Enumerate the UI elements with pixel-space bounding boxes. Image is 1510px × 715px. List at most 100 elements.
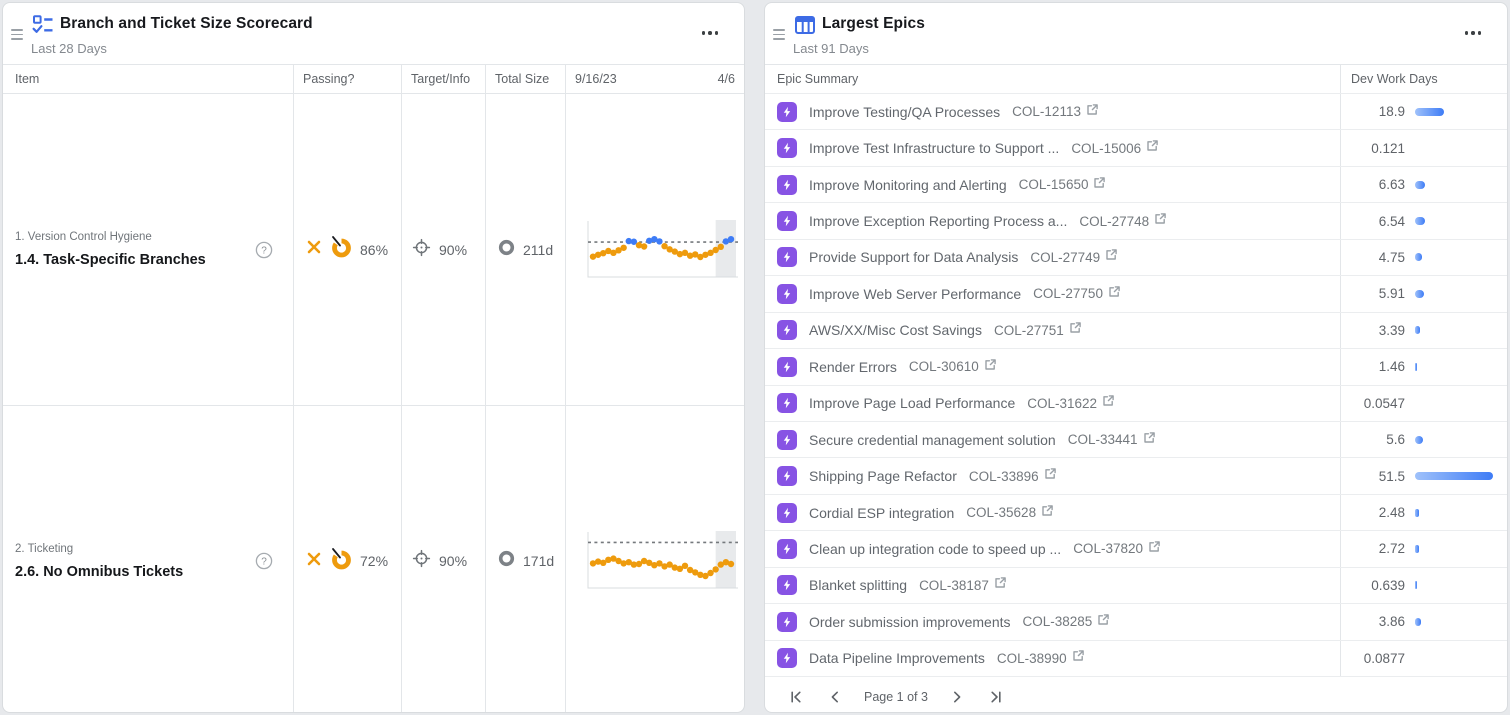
epic-ticket-link[interactable]: COL-31622 bbox=[1027, 394, 1115, 412]
lightning-bolt-icon bbox=[777, 320, 797, 341]
external-link-icon bbox=[994, 576, 1007, 594]
epic-value-bar bbox=[1415, 544, 1420, 553]
passing-cell: 72% bbox=[294, 406, 402, 712]
external-link-icon bbox=[1143, 431, 1156, 449]
epic-summary-text: Order submission improvements bbox=[809, 613, 1011, 630]
epic-value-bar bbox=[1415, 581, 1417, 590]
epic-value-cell: 0.121 bbox=[1340, 130, 1507, 166]
external-link-icon bbox=[984, 358, 997, 376]
epic-dev-work-days: 1.46 bbox=[1378, 359, 1405, 375]
epic-ticket-link[interactable]: COL-37820 bbox=[1073, 540, 1161, 558]
table-row: AWS/XX/Misc Cost Savings COL-27751 3.39 bbox=[765, 312, 1507, 350]
drag-handle-icon[interactable] bbox=[773, 29, 785, 43]
epic-value-cell: 3.39 bbox=[1340, 312, 1507, 349]
scorecard-overflow-menu-icon[interactable] bbox=[698, 27, 723, 39]
epic-value-cell: 1.46 bbox=[1340, 349, 1507, 385]
item-cell: 1. Version Control Hygiene 1.4. Task-Spe… bbox=[3, 94, 294, 405]
trend-chart-cell bbox=[566, 406, 744, 712]
epics-overflow-menu-icon[interactable] bbox=[1461, 27, 1486, 39]
epic-value-cell: 2.72 bbox=[1340, 531, 1507, 567]
epic-summary-text: Improve Test Infrastructure to Support .… bbox=[809, 140, 1060, 157]
epic-ticket-link[interactable]: COL-27751 bbox=[994, 321, 1082, 339]
trend-sparkline-chart bbox=[587, 531, 738, 589]
table-row: Improve Monitoring and Alerting COL-1565… bbox=[765, 166, 1507, 204]
column-header-total-size: Total Size bbox=[486, 65, 566, 93]
epic-ticket-key: COL-27751 bbox=[993, 322, 1064, 338]
lightning-bolt-icon bbox=[777, 138, 797, 159]
epic-dev-work-days: 6.63 bbox=[1378, 177, 1405, 193]
epic-dev-work-days: 18.9 bbox=[1378, 104, 1405, 120]
scorecard-subtitle: Last 28 Days bbox=[31, 41, 107, 56]
table-row: Improve Page Load Performance COL-31622 … bbox=[765, 385, 1507, 422]
epic-summary-text: Provide Support for Data Analysis bbox=[809, 249, 1019, 266]
ring-icon bbox=[497, 549, 516, 573]
epic-ticket-key: COL-27748 bbox=[1079, 213, 1150, 229]
lightning-bolt-icon bbox=[777, 538, 797, 559]
epic-value-cell: 0.639 bbox=[1340, 567, 1507, 604]
external-link-icon bbox=[1102, 394, 1115, 412]
epic-value-bar bbox=[1415, 253, 1423, 262]
drag-handle-icon[interactable] bbox=[11, 29, 23, 43]
epic-ticket-key: COL-15650 bbox=[1018, 177, 1089, 193]
epic-summary-cell: Blanket splitting COL-38187 bbox=[765, 568, 1340, 603]
lightning-bolt-icon bbox=[777, 575, 797, 596]
epic-summary-text: Data Pipeline Improvements bbox=[809, 650, 985, 667]
epic-ticket-key: COL-38187 bbox=[919, 577, 989, 593]
epic-dev-work-days: 2.72 bbox=[1378, 541, 1405, 557]
epic-summary-cell: Improve Testing/QA Processes COL-12113 bbox=[765, 94, 1340, 129]
external-link-icon bbox=[1146, 139, 1159, 157]
table-row: Improve Web Server Performance COL-27750… bbox=[765, 276, 1507, 313]
epic-ticket-link[interactable]: COL-15006 bbox=[1071, 139, 1159, 157]
epic-value-cell: 6.54 bbox=[1340, 203, 1507, 239]
epic-ticket-link[interactable]: COL-30610 bbox=[909, 358, 997, 376]
epic-value-bar-track bbox=[1415, 362, 1493, 371]
scorecard-header: Branch and Ticket Size Scorecard Last 28… bbox=[3, 3, 744, 64]
crosshair-target-icon bbox=[412, 238, 431, 262]
epic-value-cell: 18.9 bbox=[1340, 94, 1507, 130]
scorecard-table-header: Item Passing? Target/Info Total Size 9/1… bbox=[3, 65, 744, 94]
question-circle-icon[interactable]: ? bbox=[255, 552, 273, 575]
epic-ticket-key: COL-12113 bbox=[1012, 104, 1081, 120]
epic-summary-cell: Improve Page Load Performance COL-31622 bbox=[765, 386, 1340, 421]
epic-ticket-link[interactable]: COL-38285 bbox=[1023, 613, 1111, 631]
epic-ticket-link[interactable]: COL-35628 bbox=[966, 504, 1054, 522]
table-row: Data Pipeline Improvements COL-38990 0.0… bbox=[765, 640, 1507, 677]
epic-value-bar-track bbox=[1415, 253, 1493, 262]
passing-percent: 86% bbox=[360, 241, 389, 258]
external-link-icon bbox=[1108, 285, 1121, 303]
epic-summary-text: Improve Monitoring and Alerting bbox=[809, 176, 1007, 193]
epic-ticket-link[interactable]: COL-38187 bbox=[919, 576, 1007, 594]
trend-start-date: 9/16/23 bbox=[575, 72, 617, 86]
largest-epics-card: Largest Epics Last 91 Days Epic Summary … bbox=[764, 2, 1508, 713]
epic-dev-work-days: 2.48 bbox=[1378, 505, 1405, 521]
epic-ticket-link[interactable]: COL-27748 bbox=[1079, 212, 1167, 230]
epic-ticket-link[interactable]: COL-12113 bbox=[1012, 103, 1099, 121]
epic-summary-text: Blanket splitting bbox=[809, 577, 908, 594]
epic-value-bar bbox=[1415, 217, 1425, 226]
previous-page-icon[interactable] bbox=[820, 683, 850, 711]
epics-table-body: Improve Testing/QA Processes COL-12113 1… bbox=[765, 94, 1507, 677]
epic-ticket-link[interactable]: COL-38990 bbox=[997, 649, 1085, 667]
epic-ticket-key: COL-27750 bbox=[1033, 286, 1103, 302]
table-row: Cordial ESP integration COL-35628 2.48 bbox=[765, 494, 1507, 532]
epic-ticket-link[interactable]: COL-33896 bbox=[969, 467, 1057, 485]
last-page-icon[interactable] bbox=[981, 683, 1011, 711]
epic-ticket-link[interactable]: COL-33441 bbox=[1068, 431, 1156, 449]
external-link-icon bbox=[1072, 649, 1085, 667]
next-page-icon[interactable] bbox=[942, 683, 972, 711]
external-link-icon bbox=[1105, 248, 1118, 266]
question-circle-icon[interactable]: ? bbox=[255, 241, 273, 264]
total-size-cell: 171d bbox=[486, 406, 566, 712]
epic-value-cell: 5.6 bbox=[1340, 421, 1507, 458]
column-header-trend-dates: 9/16/23 4/6 bbox=[566, 65, 744, 93]
passing-percent: 72% bbox=[360, 553, 389, 569]
first-page-icon[interactable] bbox=[781, 683, 811, 711]
epic-dev-work-days: 0.639 bbox=[1371, 577, 1405, 593]
epic-ticket-link[interactable]: COL-27749 bbox=[1030, 248, 1118, 266]
epic-ticket-link[interactable]: COL-15650 bbox=[1019, 176, 1107, 194]
external-link-icon bbox=[1093, 176, 1106, 194]
epic-ticket-link[interactable]: COL-27750 bbox=[1033, 285, 1121, 303]
pagination-label: Page 1 of 3 bbox=[864, 689, 928, 704]
external-link-icon bbox=[1044, 467, 1057, 485]
epic-summary-cell: Provide Support for Data Analysis COL-27… bbox=[765, 240, 1340, 275]
